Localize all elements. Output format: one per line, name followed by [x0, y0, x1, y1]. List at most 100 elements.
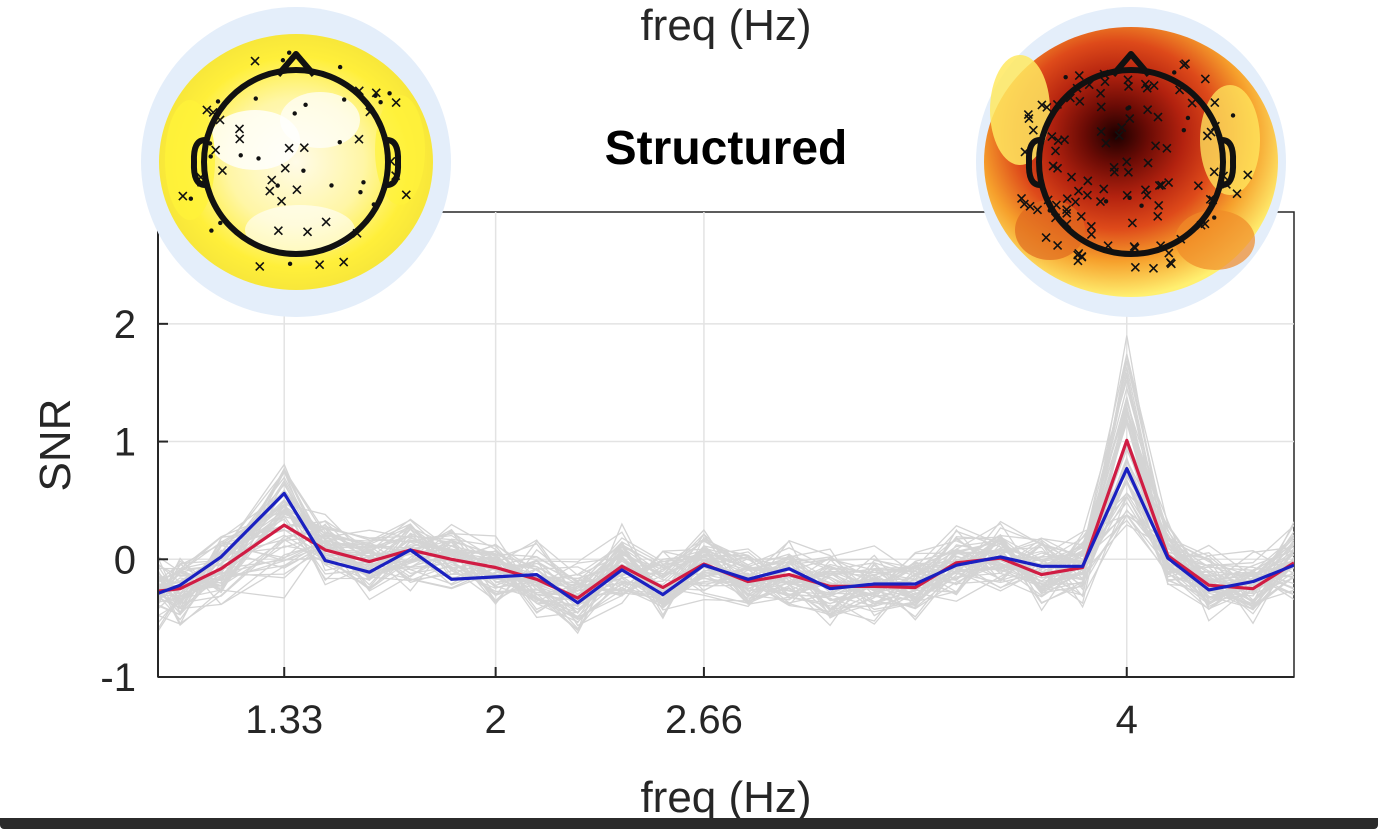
electrode-cross	[284, 143, 294, 153]
electrode-cross	[1050, 146, 1061, 156]
electrode-cross	[217, 166, 227, 176]
background-trace	[158, 397, 1294, 617]
electrode-cross	[1114, 130, 1124, 141]
electrode-cross	[178, 191, 188, 201]
electrode-cross	[1176, 234, 1186, 244]
electrode-cross	[1129, 241, 1139, 252]
electrode-cross	[1096, 127, 1106, 137]
electrode-cross	[1062, 205, 1072, 215]
electrode-cross	[1051, 200, 1061, 210]
electrode-dot	[371, 202, 377, 207]
electrode-cross	[1205, 194, 1215, 204]
electrode-cross	[1210, 121, 1220, 131]
electrode-cross	[1096, 88, 1106, 98]
electrode-dot	[341, 97, 347, 102]
electrode-cross	[1074, 70, 1084, 81]
chart-title: Structured	[605, 122, 848, 175]
electrode-dot	[207, 141, 213, 146]
x-tick-label: 2.66	[665, 698, 743, 742]
electrode-cross	[1024, 113, 1034, 124]
electrode-cross	[352, 228, 362, 238]
electrode-cross	[273, 226, 283, 236]
electrode-cross	[1153, 112, 1163, 122]
electrode-cross	[292, 185, 302, 195]
electrode-dot	[256, 156, 261, 161]
electrode-cross	[1187, 98, 1197, 108]
electrode-cross	[235, 134, 245, 144]
electrode-cross	[202, 105, 212, 115]
electrode-cross	[1109, 167, 1120, 177]
electrode-dot	[1230, 113, 1236, 118]
electrode-cross	[1101, 138, 1111, 148]
electrode-dot	[215, 99, 221, 104]
electrode-dot	[208, 154, 213, 159]
electrode-cross	[1028, 125, 1038, 135]
electrode-cross	[1143, 158, 1153, 168]
electrode-cross	[321, 217, 331, 227]
electrode-cross	[1103, 241, 1113, 251]
electrode-dot	[337, 64, 343, 70]
electrode-dot	[1103, 199, 1109, 204]
electrode-dot	[373, 93, 378, 98]
electrode-cross	[267, 175, 277, 185]
electrode-cross	[1210, 98, 1220, 108]
right-ear-outline	[386, 137, 402, 188]
electrode-cross	[1052, 99, 1062, 109]
y-tick-label: -1	[100, 656, 136, 700]
electrode-dot	[1139, 203, 1144, 208]
electrode-cross	[1075, 96, 1085, 106]
electrode-cross	[1164, 177, 1174, 188]
electrode-dot	[218, 220, 223, 226]
electrode-dot	[301, 168, 306, 173]
electrode-cross	[1053, 136, 1063, 146]
electrode-cross	[1066, 172, 1077, 182]
electrode-cross	[1043, 195, 1053, 205]
electrode-dot	[287, 261, 293, 267]
electrode-cross	[401, 190, 411, 200]
electrode-cross	[1042, 102, 1052, 112]
series-line-2	[158, 467, 1294, 605]
electrode-cross	[255, 261, 265, 272]
electrode-cross	[1062, 194, 1072, 204]
electrode-dot	[1063, 74, 1068, 80]
electrode-cross	[1019, 199, 1029, 209]
electrode-dot	[209, 228, 214, 233]
electrode-cross	[1122, 190, 1132, 200]
electrode-cross	[315, 260, 325, 270]
electrode-cross	[391, 98, 401, 108]
x-tick-label: 1.33	[245, 698, 323, 742]
electrode-dot	[238, 153, 243, 158]
y-tick-label: 2	[114, 303, 136, 347]
electrode-dot	[1185, 115, 1191, 121]
electrode-cross	[1208, 195, 1218, 205]
electrode-cross	[1073, 186, 1084, 196]
y-tick-label: 1	[114, 421, 136, 465]
electrode-cross	[1153, 211, 1163, 221]
electrode-dot	[1181, 127, 1187, 133]
electrode-cross	[1086, 221, 1096, 231]
electrode-cross	[1127, 218, 1137, 228]
electrode-cross	[1025, 201, 1035, 211]
nose-outline	[275, 51, 317, 77]
electrode-cross	[1166, 259, 1176, 269]
electrode-dot	[1172, 70, 1177, 75]
electrode-cross	[1062, 208, 1072, 218]
electrode-cross	[1140, 185, 1150, 195]
y-tick-label: 0	[114, 538, 136, 582]
electrode-cross	[1123, 167, 1133, 177]
electrode-cross	[280, 163, 290, 173]
electrode-cross	[208, 107, 218, 117]
electrode-cross	[1123, 75, 1133, 85]
electrode-cross	[1047, 131, 1057, 142]
electrode-cross	[299, 143, 309, 153]
series-lines	[158, 438, 1294, 605]
electrode-dot	[1212, 215, 1217, 220]
electrode-dot	[253, 77, 258, 82]
background-trace	[158, 375, 1294, 620]
y-ticks: -1 0 1 2	[100, 303, 168, 700]
electrode-cross	[1053, 163, 1063, 173]
electrode-cross	[1070, 197, 1081, 207]
background-trace	[158, 385, 1294, 607]
electrode-cross	[1117, 123, 1127, 133]
